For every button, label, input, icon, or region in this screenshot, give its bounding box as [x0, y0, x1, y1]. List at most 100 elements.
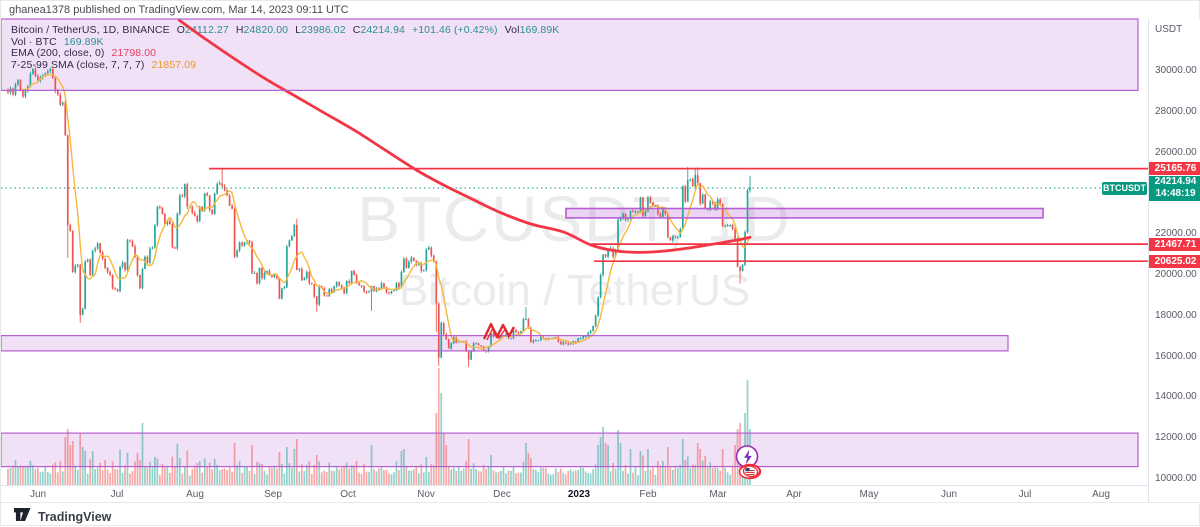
candle[interactable]: [261, 267, 263, 279]
candle[interactable]: [739, 266, 741, 271]
candle[interactable]: [410, 257, 413, 262]
candle[interactable]: [749, 188, 751, 191]
candle[interactable]: [512, 330, 515, 339]
candle[interactable]: [569, 343, 572, 345]
candle[interactable]: [517, 332, 520, 334]
candle[interactable]: [228, 195, 231, 206]
candle[interactable]: [515, 330, 517, 333]
candle[interactable]: [198, 206, 201, 221]
candle[interactable]: [746, 190, 749, 233]
candle[interactable]: [271, 275, 273, 277]
candle[interactable]: [465, 341, 468, 352]
candle[interactable]: [594, 315, 597, 326]
candle[interactable]: [173, 247, 176, 249]
candle[interactable]: [206, 193, 209, 196]
candle[interactable]: [12, 88, 14, 95]
candle[interactable]: [562, 342, 565, 345]
lightning-reaction-icon[interactable]: [735, 445, 759, 468]
candle[interactable]: [711, 201, 714, 203]
candle[interactable]: [395, 283, 398, 291]
mid-resistance-zone-border[interactable]: [565, 207, 1044, 219]
candle[interactable]: [7, 90, 9, 93]
candle[interactable]: [520, 331, 522, 334]
candle[interactable]: [183, 184, 186, 197]
candle[interactable]: [614, 250, 617, 257]
candle[interactable]: [450, 343, 453, 349]
candle[interactable]: [124, 262, 126, 270]
candle[interactable]: [674, 236, 677, 238]
lower-demand-zone-border[interactable]: [1, 432, 1139, 468]
candle[interactable]: [629, 210, 632, 219]
candle[interactable]: [714, 202, 717, 210]
candle[interactable]: [278, 278, 281, 299]
candle[interactable]: [86, 259, 89, 262]
candle[interactable]: [243, 242, 246, 246]
candle[interactable]: [457, 341, 460, 343]
candle[interactable]: [637, 211, 639, 213]
candle[interactable]: [447, 339, 450, 349]
candle[interactable]: [343, 288, 345, 294]
sma-line[interactable]: [22, 73, 751, 350]
candle[interactable]: [293, 225, 296, 237]
candle[interactable]: [689, 179, 692, 181]
candle[interactable]: [281, 288, 283, 299]
candle[interactable]: [709, 201, 712, 210]
candle[interactable]: [455, 337, 458, 343]
legend[interactable]: Bitcoin / TetherUS, 1D, BINANCE O24112.27…: [11, 24, 559, 71]
candle[interactable]: [432, 255, 435, 262]
candle[interactable]: [166, 221, 169, 225]
candle[interactable]: [477, 343, 480, 346]
candle[interactable]: [61, 102, 64, 105]
candle[interactable]: [535, 340, 537, 342]
level-lines[interactable]: [209, 167, 1148, 263]
candle[interactable]: [622, 213, 624, 218]
candle[interactable]: [654, 205, 657, 207]
candle[interactable]: [567, 343, 570, 345]
candle[interactable]: [318, 286, 321, 305]
scribble-drawing[interactable]: [482, 322, 516, 340]
candle[interactable]: [492, 333, 495, 337]
candle[interactable]: [196, 215, 199, 221]
candle[interactable]: [310, 283, 313, 285]
candle[interactable]: [510, 338, 512, 340]
candle[interactable]: [676, 237, 679, 239]
candle[interactable]: [537, 340, 540, 342]
candle[interactable]: [420, 263, 423, 271]
candle[interactable]: [71, 231, 74, 272]
candle[interactable]: [467, 351, 470, 360]
candle[interactable]: [29, 74, 32, 87]
candle[interactable]: [22, 90, 24, 97]
candle[interactable]: [403, 258, 405, 272]
candle[interactable]: [298, 268, 301, 270]
candle[interactable]: [642, 197, 644, 216]
candle[interactable]: [201, 206, 204, 210]
candle[interactable]: [619, 217, 622, 220]
candle[interactable]: [208, 195, 211, 210]
candle[interactable]: [731, 225, 734, 230]
candle[interactable]: [532, 340, 535, 343]
candle[interactable]: [96, 243, 99, 249]
candle[interactable]: [579, 338, 582, 340]
candle[interactable]: [74, 265, 77, 272]
candle[interactable]: [315, 296, 318, 305]
candle[interactable]: [624, 213, 627, 220]
candle[interactable]: [445, 334, 448, 340]
candle[interactable]: [430, 247, 433, 256]
candle[interactable]: [592, 326, 594, 332]
candle[interactable]: [602, 254, 604, 275]
candle[interactable]: [54, 78, 57, 91]
mid-resistance-zone[interactable]: [566, 208, 1043, 218]
candle[interactable]: [726, 225, 729, 226]
candle[interactable]: [129, 240, 131, 242]
candle[interactable]: [694, 175, 697, 187]
candle[interactable]: [181, 195, 184, 197]
candle[interactable]: [258, 267, 261, 284]
candle[interactable]: [308, 272, 311, 284]
candle[interactable]: [99, 243, 101, 253]
candle[interactable]: [398, 283, 400, 288]
candle[interactable]: [385, 287, 388, 293]
candle[interactable]: [721, 203, 724, 226]
accumulation-zone-border[interactable]: [1, 335, 1009, 352]
zone-boxes[interactable]: [1, 19, 1138, 467]
candle[interactable]: [440, 323, 443, 358]
